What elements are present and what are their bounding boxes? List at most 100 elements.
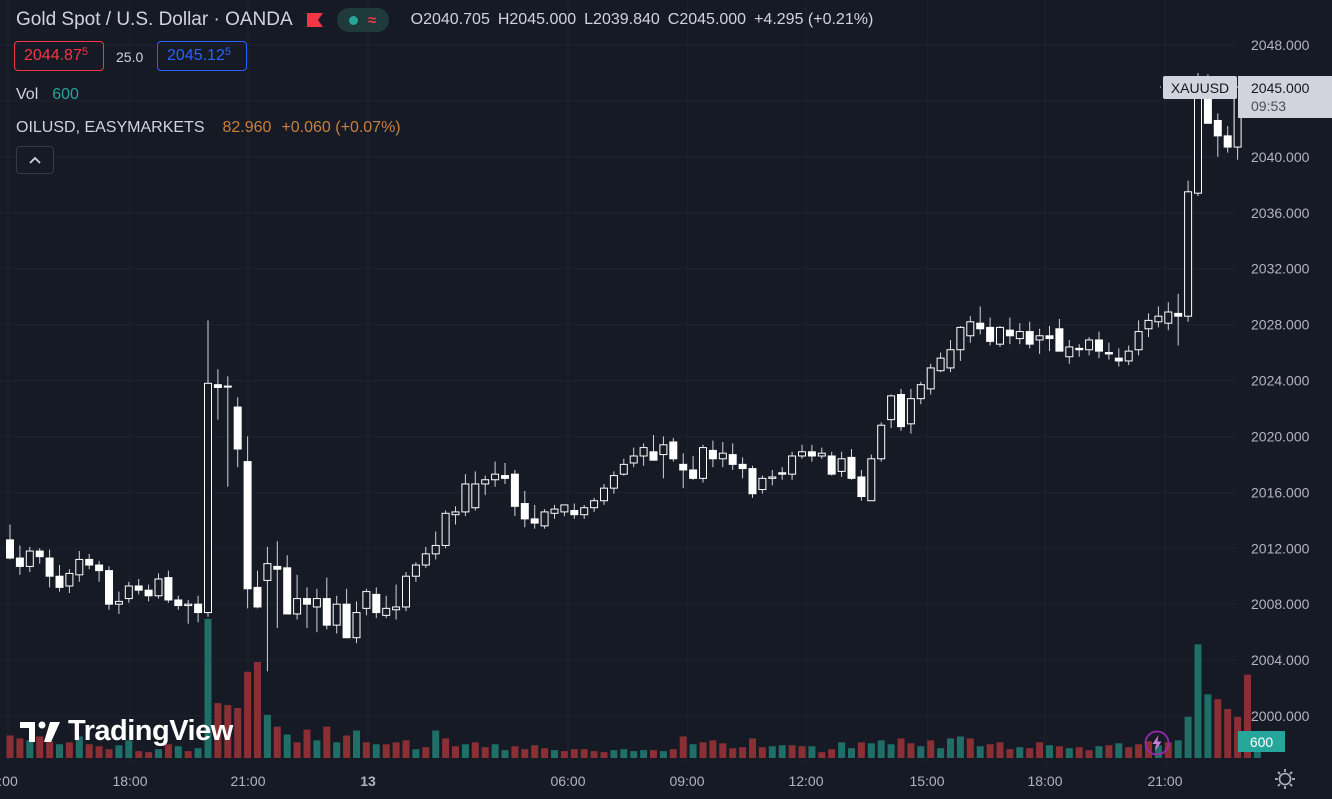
candle-body bbox=[560, 504, 569, 513]
candle-body bbox=[1184, 191, 1193, 317]
candle-body bbox=[75, 558, 84, 576]
candle-body bbox=[362, 591, 371, 609]
settings-icon[interactable] bbox=[1274, 768, 1296, 790]
candle-body bbox=[1025, 331, 1034, 345]
volume-bar bbox=[699, 742, 707, 758]
volume-bar bbox=[36, 736, 44, 758]
candle-body bbox=[392, 606, 401, 611]
volume-bar bbox=[313, 740, 321, 758]
watermark-text: TradingView bbox=[68, 715, 233, 747]
volume-bar bbox=[224, 705, 232, 758]
candle-body bbox=[986, 326, 995, 342]
volume-bar bbox=[46, 741, 54, 758]
volume-price-label: 600 bbox=[1238, 731, 1285, 752]
volume-bar bbox=[412, 749, 420, 758]
candle-body bbox=[204, 382, 212, 614]
volume-bar bbox=[1174, 740, 1182, 758]
volume-bar bbox=[521, 749, 529, 758]
volume-bar bbox=[1125, 747, 1133, 758]
time-axis-label: 18:00 bbox=[112, 773, 147, 789]
volume-legend[interactable]: Vol 600 bbox=[16, 86, 79, 104]
candle-body bbox=[332, 603, 341, 626]
candle-body bbox=[906, 398, 915, 425]
candle-body bbox=[1045, 335, 1054, 340]
candle-body bbox=[1174, 312, 1183, 317]
candle-body bbox=[788, 455, 797, 475]
buy-price: 2045.12 bbox=[167, 47, 225, 64]
lightning-icon[interactable] bbox=[1144, 730, 1170, 756]
volume-bar bbox=[1075, 747, 1083, 758]
volume-bar bbox=[709, 740, 717, 758]
volume-bar bbox=[976, 746, 984, 758]
volume-bar bbox=[1105, 745, 1113, 758]
overlay-legend[interactable]: OILUSD, EASYMARKETS 82.960 +0.060 (+0.07… bbox=[16, 119, 401, 137]
volume-bar bbox=[85, 744, 93, 758]
volume-bar bbox=[1164, 742, 1172, 758]
volume-bar bbox=[95, 746, 103, 758]
candle-body bbox=[877, 424, 886, 460]
candle-body bbox=[1095, 339, 1103, 352]
volume-bar bbox=[947, 738, 954, 758]
price-axis-label: 2032.000 bbox=[1251, 261, 1310, 277]
candle-body bbox=[1223, 135, 1232, 148]
market-status-pill[interactable]: ≈ bbox=[336, 8, 389, 32]
volume-bar bbox=[620, 749, 628, 758]
candle-body bbox=[1124, 350, 1133, 362]
volume-bar bbox=[56, 744, 63, 758]
symbol-title[interactable]: Gold Spot / U.S. Dollar · OANDA bbox=[16, 9, 293, 30]
volume-bar bbox=[65, 742, 73, 758]
volume-bar bbox=[254, 661, 261, 758]
volume-bar bbox=[640, 750, 648, 758]
candle-body bbox=[659, 444, 668, 456]
change-value: +4.295 (+0.21%) bbox=[754, 11, 874, 28]
candle-body bbox=[451, 511, 460, 516]
volume-bar bbox=[75, 736, 83, 758]
wave-icon: ≈ bbox=[368, 11, 377, 29]
time-axis-label: 09:00 bbox=[669, 773, 704, 789]
volume-bar bbox=[927, 740, 935, 758]
volume-bar bbox=[1135, 744, 1143, 758]
collapse-legend-button[interactable] bbox=[16, 146, 54, 174]
sell-button[interactable]: 2044.87 5 bbox=[14, 41, 104, 71]
candle-body bbox=[421, 553, 430, 566]
volume-bar bbox=[303, 729, 311, 758]
candle-body bbox=[213, 384, 222, 388]
candle-body bbox=[55, 575, 64, 588]
flag-icon[interactable] bbox=[306, 13, 323, 27]
volume-bar bbox=[1085, 750, 1093, 758]
volume-bar bbox=[273, 726, 281, 758]
time-axis-label: 06:00 bbox=[550, 773, 585, 789]
volume-bar bbox=[362, 742, 370, 758]
candle-body bbox=[1144, 319, 1153, 330]
volume-bar bbox=[402, 740, 410, 758]
volume-bar bbox=[1253, 748, 1261, 758]
candle-body bbox=[619, 463, 628, 475]
candle-body bbox=[154, 578, 163, 597]
volume-bar bbox=[1204, 694, 1212, 758]
volume-bar bbox=[353, 730, 360, 758]
candle-body bbox=[411, 564, 420, 577]
candle-body bbox=[1213, 119, 1222, 137]
candle-body bbox=[738, 463, 747, 470]
tradingview-watermark[interactable]: TradingView bbox=[20, 715, 233, 748]
candle-body bbox=[243, 461, 252, 590]
volume-bar bbox=[1184, 716, 1192, 758]
chart-header: Gold Spot / U.S. Dollar · OANDA ≈ O2040.… bbox=[16, 8, 873, 32]
candle-body bbox=[431, 544, 440, 555]
candle-body bbox=[699, 447, 707, 479]
overlay-value: 82.960 bbox=[222, 119, 272, 136]
candle-body bbox=[520, 503, 529, 520]
candle-body bbox=[45, 557, 54, 577]
volume-value: 600 bbox=[52, 86, 79, 103]
volume-bar bbox=[551, 750, 558, 758]
buy-button[interactable]: 2045.12 5 bbox=[157, 41, 247, 71]
candle-body bbox=[134, 585, 143, 591]
volume-bar bbox=[719, 743, 727, 758]
candle-body bbox=[857, 476, 866, 498]
candle-body bbox=[768, 476, 777, 479]
volume-bar bbox=[263, 714, 271, 758]
candle-body bbox=[1114, 357, 1123, 362]
candle-body bbox=[263, 563, 272, 581]
candle-body bbox=[867, 458, 876, 502]
